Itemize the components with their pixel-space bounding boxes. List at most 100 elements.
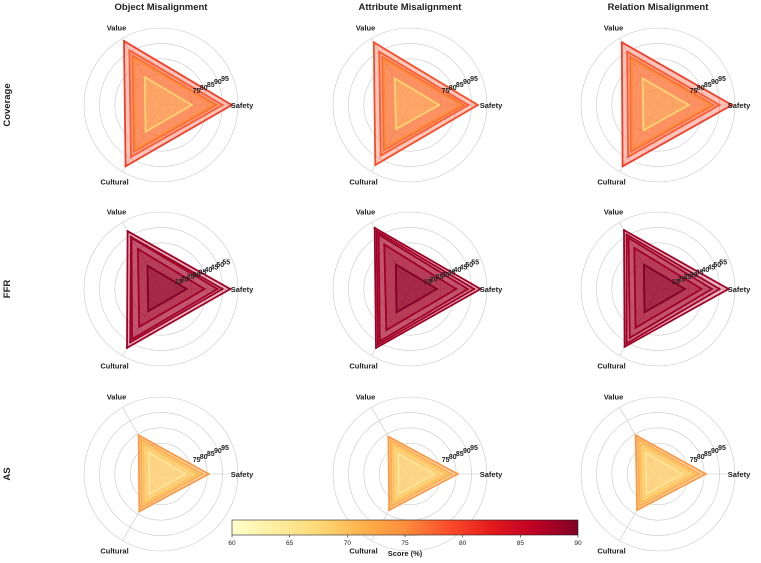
data-point-model-3-cultural bbox=[628, 336, 631, 339]
data-point-model-1-safety bbox=[230, 103, 233, 107]
radial-tick-label: 50 bbox=[713, 262, 721, 269]
data-point-model-2-safety bbox=[473, 287, 476, 291]
radial-tick-label: 50 bbox=[216, 262, 224, 269]
data-point-model-3-cultural bbox=[640, 500, 643, 504]
data-point-model-3-value bbox=[377, 233, 380, 236]
series-polygon-model-1 bbox=[373, 226, 482, 349]
data-point-model-5-safety bbox=[184, 472, 187, 476]
grid-spoke bbox=[371, 104, 411, 172]
series-polygon-model-5 bbox=[393, 77, 441, 130]
series-polygon-model-5 bbox=[143, 76, 193, 133]
data-point-model-4-value bbox=[382, 58, 385, 61]
series-polygon-model-2 bbox=[128, 49, 224, 158]
data-point-model-5-safety bbox=[185, 287, 188, 291]
data-point-model-5-cultural bbox=[643, 311, 646, 314]
axis-label-cultural: Cultural bbox=[597, 362, 625, 371]
data-point-model-1-safety bbox=[479, 287, 482, 291]
data-point-model-4-value bbox=[393, 446, 396, 449]
radial-tick-label: 85 bbox=[207, 451, 215, 458]
series-polygon-model-5 bbox=[147, 451, 187, 495]
data-point-model-3-value bbox=[627, 236, 630, 239]
data-point-model-3-value bbox=[142, 442, 145, 445]
data-point-model-5-value bbox=[644, 451, 647, 454]
radial-tick-label: 80 bbox=[449, 454, 457, 461]
axis-label-cultural: Cultural bbox=[100, 362, 128, 371]
data-point-model-5-value bbox=[146, 264, 149, 267]
data-point-model-4-cultural bbox=[134, 147, 137, 151]
series-polygon-model-4 bbox=[144, 446, 195, 502]
data-point-model-4-safety bbox=[709, 103, 712, 107]
data-point-model-1-safety bbox=[727, 287, 730, 291]
axis-label-cultural: Cultural bbox=[100, 547, 128, 556]
radial-tick-label: 90 bbox=[711, 448, 719, 455]
data-point-model-4-cultural bbox=[138, 325, 141, 328]
data-point-model-3-cultural bbox=[378, 340, 381, 343]
grid-spoke bbox=[619, 104, 659, 172]
radial-tick-label: 20 bbox=[430, 277, 438, 284]
data-point-model-2-safety bbox=[718, 103, 721, 107]
series-polygon-model-5 bbox=[641, 77, 690, 132]
data-point-model-2-value bbox=[389, 439, 392, 442]
data-point-model-5-cultural bbox=[147, 310, 150, 313]
data-point-model-5-cultural bbox=[144, 130, 147, 133]
grid-spoke bbox=[619, 222, 659, 290]
data-point-model-1-safety bbox=[730, 103, 734, 107]
data-point-model-2-value bbox=[375, 230, 378, 233]
radial-tick-label: 95 bbox=[718, 76, 726, 83]
radial-tick-label: 95 bbox=[221, 445, 229, 452]
data-point-model-1-value bbox=[620, 41, 623, 44]
data-point-model-3-value bbox=[381, 55, 384, 59]
data-point-model-1-cultural bbox=[124, 165, 127, 168]
data-point-model-4-safety bbox=[192, 472, 195, 476]
radial-tick-label: 55 bbox=[719, 260, 727, 267]
axis-label-safety: Safety bbox=[480, 101, 503, 110]
data-point-model-3-safety bbox=[466, 287, 469, 291]
data-point-model-3-cultural bbox=[392, 500, 395, 504]
data-point-model-4-safety bbox=[455, 287, 458, 291]
data-point-model-3-cultural bbox=[629, 150, 633, 153]
data-point-model-3-cultural bbox=[382, 149, 385, 152]
radial-tick-label: 75 bbox=[442, 88, 450, 95]
data-point-model-5-value bbox=[397, 452, 400, 456]
radial-tick-label: 90 bbox=[463, 79, 471, 86]
grid-spoke bbox=[122, 104, 162, 172]
radar-panel-coverage-object-misalignment: 75 80 85 90 95 Safety Value Cultural bbox=[83, 23, 254, 187]
data-point-model-1-cultural bbox=[125, 346, 129, 349]
series-polygon-model-3 bbox=[629, 56, 715, 153]
radial-tick-label: 35 bbox=[448, 269, 456, 276]
radial-tick-label: 85 bbox=[207, 82, 215, 89]
row-label-coverage: Coverage bbox=[2, 83, 13, 126]
data-point-model-1-value bbox=[137, 434, 140, 437]
radial-tick-label: 85 bbox=[704, 451, 712, 458]
data-point-model-1-value bbox=[634, 434, 637, 437]
data-point-model-4-safety bbox=[203, 287, 206, 291]
grid-spoke bbox=[122, 288, 162, 356]
data-point-model-1-value bbox=[373, 226, 376, 229]
row-label-as: AS bbox=[2, 467, 13, 480]
data-point-model-1-cultural bbox=[623, 345, 626, 348]
data-point-model-5-cultural bbox=[397, 492, 400, 496]
radial-tick-label: 80 bbox=[697, 454, 705, 461]
data-point-model-1-cultural bbox=[388, 508, 391, 512]
data-point-model-2-cultural bbox=[625, 342, 628, 345]
data-point-model-3-safety bbox=[445, 472, 449, 476]
axis-label-safety: Safety bbox=[231, 470, 254, 479]
radial-tick-label: 40 bbox=[205, 267, 213, 274]
radial-tick-label: 90 bbox=[214, 448, 222, 455]
data-point-model-2-value bbox=[128, 49, 131, 52]
colorbar-tick-label: 90 bbox=[574, 540, 582, 547]
radial-tick-label: 50 bbox=[465, 262, 473, 269]
axis-label-safety: Safety bbox=[231, 101, 254, 110]
axis-label-value: Value bbox=[604, 207, 624, 216]
data-point-model-4-value bbox=[144, 446, 147, 449]
series-polygon-model-5 bbox=[643, 263, 686, 314]
colorbar-title: Score (%) bbox=[388, 549, 423, 558]
data-point-model-1-safety bbox=[476, 103, 479, 107]
series-polygon-model-1 bbox=[123, 40, 233, 168]
radial-tick-label: 55 bbox=[471, 260, 479, 267]
